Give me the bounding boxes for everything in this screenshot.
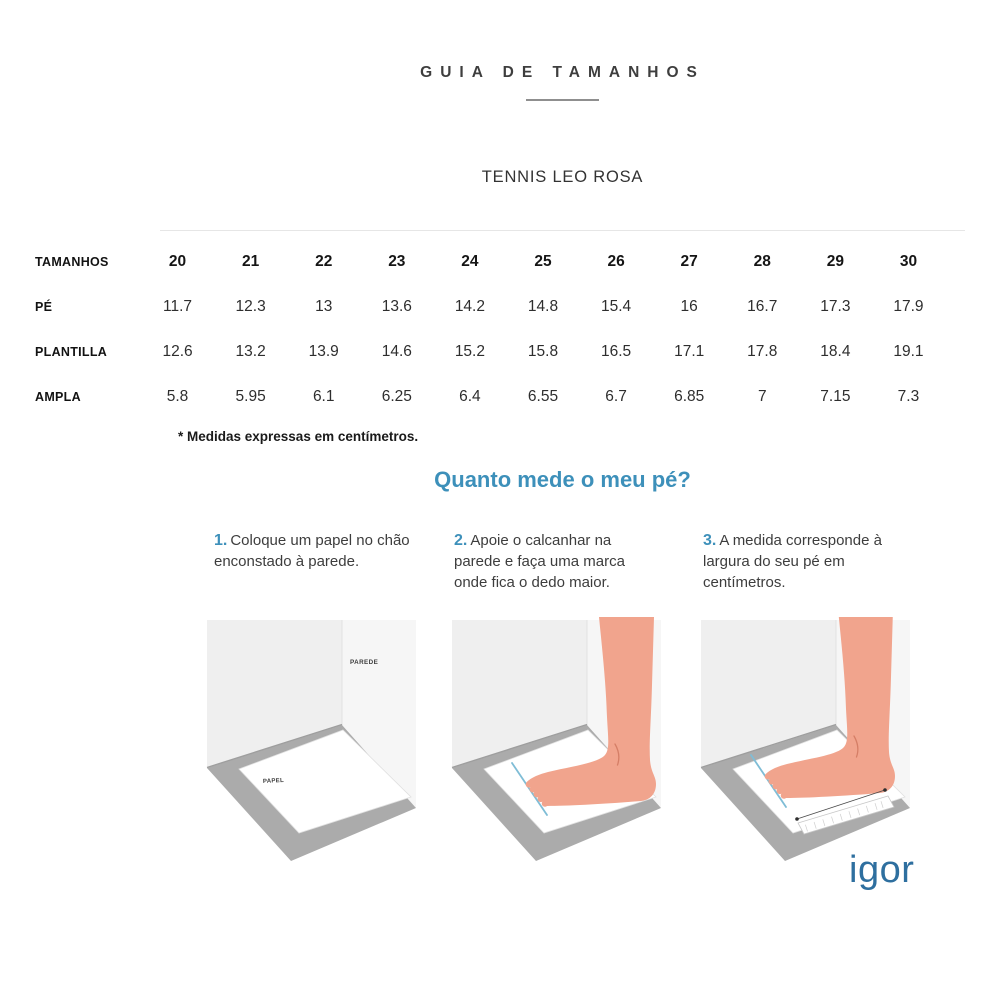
table-cell: 15.4 (600, 297, 632, 315)
table-cell: 17.8 (747, 342, 778, 360)
illustration-paper-corner: PAREDE PAPEL (206, 619, 417, 862)
table-row-insole: PLANTILLA 12.6 13.2 13.9 14.6 15.2 15.8 16.5 17… (35, 329, 945, 374)
step-3: 3. A medida corresponde à largura do seu … (703, 530, 909, 593)
table-cell: 13.6 (381, 297, 412, 315)
table-cell: 17.9 (893, 297, 924, 315)
table-cell: 16 (680, 297, 698, 315)
step-number: 1. (214, 532, 228, 549)
table-cell: 29 (826, 252, 844, 270)
table-cell: 12.3 (235, 297, 266, 315)
size-table: TAMANHOS 20 21 22 23 24 25 26 27 28 29 30 PÉ 11.7 1… (35, 239, 945, 419)
row-values: 20 21 22 23 24 25 26 27 28 29 30 (141, 253, 945, 271)
table-cell: 19.1 (893, 342, 924, 360)
step-number: 3. (703, 532, 717, 549)
table-cell: 16.7 (747, 297, 778, 315)
row-label: TAMANHOS (35, 254, 109, 269)
product-name: TENNIS LEO ROSA (481, 168, 644, 186)
step-text: Coloque um papel no chão enconstado à pa… (214, 532, 410, 571)
table-cell: 15.8 (527, 342, 559, 360)
illustration-foot-on-paper (451, 617, 662, 862)
table-cell: 20 (168, 252, 187, 270)
table-cell: 25 (534, 252, 552, 270)
table-cell: 30 (899, 252, 918, 270)
table-cell: 14.8 (527, 297, 559, 315)
step-2: 2. Apoie o calcanhar na parede e faça uma… (454, 530, 660, 593)
table-cell: 27 (680, 252, 698, 270)
brand-logo: igor (849, 849, 915, 891)
table-cell: 17.1 (674, 342, 705, 360)
measure-heading: Quanto mede o meu pé? (434, 467, 691, 492)
table-cell: 16.5 (600, 342, 632, 360)
table-cell: 7.3 (897, 387, 920, 405)
table-cell: 17.3 (820, 297, 851, 315)
row-label: PÉ (35, 299, 53, 314)
table-cell: 26 (607, 252, 625, 270)
units-note: * Medidas expressas em centímetros. (178, 429, 419, 444)
step-text: A medida corresponde à largura do seu pé… (703, 532, 882, 591)
table-cell: 6.1 (312, 387, 335, 405)
page-title: GUIA DE TAMANHOS (420, 64, 705, 81)
toe-mark-line (511, 762, 548, 816)
step-number: 2. (454, 532, 468, 549)
table-cell: 12.6 (162, 342, 193, 360)
row-values: 12.6 13.2 13.9 14.6 15.2 15.8 16.5 17.1 17.8 18.4… (141, 343, 945, 361)
table-cell: 6.7 (605, 387, 627, 405)
table-row-foot: PÉ 11.7 12.3 13 13.6 14.2 14.8 15.4 16 16.7 17.3 1… (35, 284, 945, 329)
table-cell: 13.9 (308, 342, 339, 360)
table-cell: 14.2 (454, 297, 485, 315)
step-1: 1. Coloque um papel no chão enconstado à … (214, 530, 420, 573)
measure-line (795, 788, 887, 821)
table-cell: 5.95 (235, 387, 266, 405)
row-label: AMPLA (35, 389, 81, 404)
table-top-divider (160, 230, 965, 231)
table-cell: 18.4 (820, 342, 851, 360)
paper-label: PAPEL (263, 778, 284, 785)
step-text: Apoie o calcanhar na parede e faça uma m… (454, 532, 625, 591)
table-cell: 14.6 (381, 342, 412, 360)
table-cell: 24 (461, 252, 479, 270)
table-cell: 21 (242, 252, 260, 270)
table-cell: 28 (753, 252, 771, 270)
table-cell: 6.4 (459, 387, 481, 405)
table-cell: 6.25 (381, 387, 412, 405)
table-row-width: AMPLA 5.8 5.95 6.1 6.25 6.4 6.55 6.7 6.85 7 7.15 7… (35, 374, 945, 419)
table-row-sizes: TAMANHOS 20 21 22 23 24 25 26 27 28 29 30 (35, 239, 945, 284)
row-values: 11.7 12.3 13 13.6 14.2 14.8 15.4 16 16.7 17.3 17.9 (141, 298, 945, 316)
table-cell: 22 (315, 252, 333, 270)
wall-label: PAREDE (350, 659, 378, 666)
table-cell: 13 (315, 297, 333, 315)
table-cell: 5.8 (166, 387, 189, 405)
table-cell: 11.7 (163, 297, 193, 315)
table-cell: 7.15 (820, 387, 851, 405)
table-cell: 23 (388, 252, 406, 270)
table-cell: 13.2 (235, 342, 266, 360)
row-label: PLANTILLA (35, 344, 108, 359)
table-cell: 15.2 (454, 342, 485, 360)
title-underline (526, 99, 599, 101)
table-cell: 6.55 (527, 387, 559, 405)
illustration-foot-with-ruler (700, 617, 911, 862)
toe-mark-line (750, 754, 787, 808)
table-cell: 6.85 (674, 387, 705, 405)
row-values: 5.8 5.95 6.1 6.25 6.4 6.55 6.7 6.85 7 7.15 7.3 (141, 388, 945, 406)
table-cell: 7 (757, 387, 767, 405)
ruler (797, 795, 895, 835)
